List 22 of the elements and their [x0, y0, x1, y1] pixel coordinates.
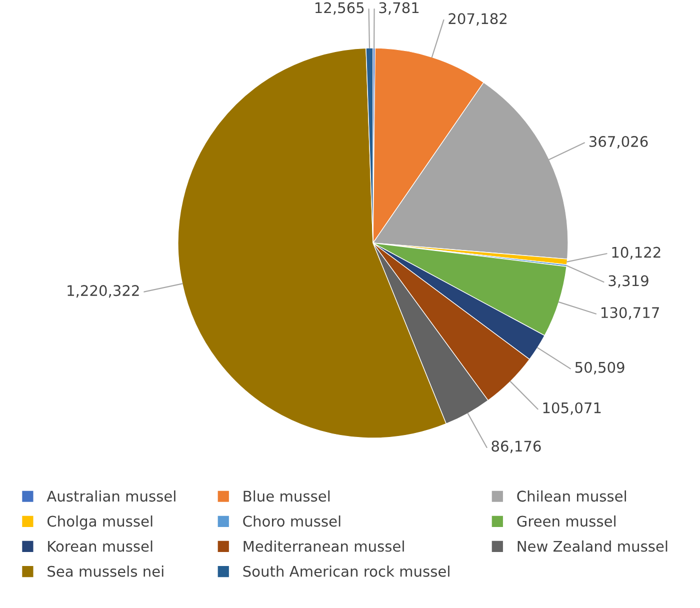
legend-label: South American rock mussel — [243, 566, 450, 577]
data-label: 105,071 — [543, 402, 601, 415]
legend-label: New Zealand mussel — [518, 540, 668, 552]
legend-label: Sea mussels nei — [48, 566, 164, 577]
data-label: 3,319 — [608, 275, 648, 288]
data-label: 86,176 — [492, 440, 541, 454]
data-label: 367,026 — [589, 136, 648, 149]
legend-label: Korean mussel — [48, 540, 152, 552]
legend-label: Choro mussel — [243, 515, 340, 527]
legend-label: Blue mussel — [244, 490, 330, 502]
data-label: 1,220,322 — [68, 285, 139, 298]
data-label: 10,122 — [612, 246, 660, 260]
legend-label: Chilean mussel — [517, 490, 626, 502]
legend-label: Cholga mussel — [47, 515, 152, 530]
data-label: 207,182 — [448, 13, 506, 26]
data-label: 3,781 — [379, 2, 419, 15]
legend-label: Australian mussel — [46, 490, 176, 502]
legend-label: Mediterranean mussel — [244, 540, 404, 552]
data-label: 12,565 — [315, 2, 364, 15]
data-label: 130,717 — [602, 307, 659, 320]
legend-label: Green mussel — [517, 515, 616, 527]
data-label: 50,509 — [575, 362, 624, 374]
